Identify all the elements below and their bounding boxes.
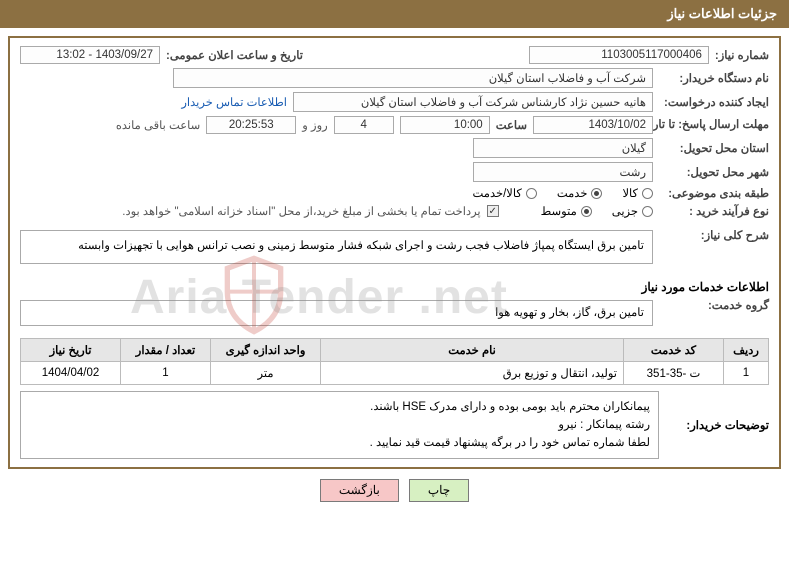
overview-box: تامین برق ایستگاه پمپاژ فاضلاب فجب رشت و…	[20, 230, 653, 264]
radio-service-label: خدمت	[557, 186, 588, 200]
row-need-number: شماره نیاز: 1103005117000406 تاریخ و ساع…	[20, 46, 769, 64]
province-label: استان محل تحویل:	[659, 141, 769, 155]
time-remaining-field: 20:25:53	[206, 116, 296, 134]
back-button[interactable]: بازگشت	[320, 479, 399, 502]
th-date: تاریخ نیاز	[21, 339, 121, 362]
payment-note: پرداخت تمام یا بخشی از مبلغ خرید،از محل …	[122, 204, 480, 218]
process-radio-group: جزیی متوسط	[541, 204, 653, 218]
remaining-suffix: ساعت باقی مانده	[116, 118, 200, 132]
cell-unit: متر	[211, 362, 321, 385]
radio-partial[interactable]: جزیی	[612, 204, 653, 218]
th-row: ردیف	[724, 339, 769, 362]
days-and-label: روز و	[302, 118, 327, 132]
row-requester: ایجاد کننده درخواست: هانیه حسین نژاد کار…	[20, 92, 769, 112]
radio-partial-label: جزیی	[612, 204, 638, 218]
category-radio-group: کالا خدمت کالا/خدمت	[473, 186, 654, 200]
buyer-contact-link[interactable]: اطلاعات تماس خریدار	[181, 95, 287, 109]
need-number-field: 1103005117000406	[529, 46, 709, 64]
deadline-date-field: 1403/10/02	[533, 116, 653, 134]
page-title: جزئیات اطلاعات نیاز	[667, 6, 777, 21]
table-header-row: ردیف کد خدمت نام خدمت واحد اندازه گیری ت…	[21, 339, 769, 362]
table-row: 1 ت -35-351 تولید، انتقال و توزیع برق مت…	[21, 362, 769, 385]
print-button[interactable]: چاپ	[409, 479, 469, 502]
service-group-box: تامین برق، گاز، بخار و تهویه هوا	[20, 300, 653, 326]
requester-label: ایجاد کننده درخواست:	[659, 95, 769, 109]
page-header: جزئیات اطلاعات نیاز	[0, 0, 789, 28]
cell-row: 1	[724, 362, 769, 385]
footer-buttons: چاپ بازگشت	[0, 479, 789, 502]
radio-goods-service-circle	[526, 188, 537, 199]
services-section-title: اطلاعات خدمات مورد نیاز	[20, 280, 769, 294]
announce-label: تاریخ و ساعت اعلان عمومی:	[166, 48, 303, 62]
category-label: طبقه بندی موضوعی:	[659, 186, 769, 200]
cell-date: 1404/04/02	[21, 362, 121, 385]
radio-goods[interactable]: کالا	[622, 186, 653, 200]
radio-partial-circle	[642, 206, 653, 217]
payment-checkbox[interactable]: ✓	[487, 205, 499, 217]
process-label: نوع فرآیند خرید :	[659, 204, 769, 218]
row-process: نوع فرآیند خرید : جزیی متوسط ✓ پرداخت تم…	[20, 204, 769, 218]
radio-medium-circle	[581, 206, 592, 217]
services-table: ردیف کد خدمت نام خدمت واحد اندازه گیری ت…	[20, 338, 769, 385]
content-frame: شماره نیاز: 1103005117000406 تاریخ و ساع…	[8, 36, 781, 469]
row-buyer-org: نام دستگاه خریدار: شرکت آب و فاضلاب استا…	[20, 68, 769, 88]
requester-field: هانیه حسین نژاد کارشناس شرکت آب و فاضلاب…	[293, 92, 653, 112]
overview-label: شرح کلی نیاز:	[659, 228, 769, 242]
buyer-notes-box: پیمانکاران محترم باید بومی بوده و دارای …	[20, 391, 659, 459]
announce-field: 1403/09/27 - 13:02	[20, 46, 160, 64]
th-code: کد خدمت	[624, 339, 724, 362]
row-overview: شرح کلی نیاز: تامین برق ایستگاه پمپاژ فا…	[20, 228, 769, 272]
days-remaining-field: 4	[334, 116, 394, 134]
need-number-label: شماره نیاز:	[715, 48, 769, 62]
row-province: استان محل تحویل: گیلان	[20, 138, 769, 158]
radio-goods-service-label: کالا/خدمت	[473, 186, 522, 200]
deadline-label: مهلت ارسال پاسخ: تا تاریخ:	[659, 118, 769, 132]
radio-goods-service[interactable]: کالا/خدمت	[473, 186, 537, 200]
th-qty: تعداد / مقدار	[121, 339, 211, 362]
buyer-org-label: نام دستگاه خریدار:	[659, 71, 769, 85]
cell-name: تولید، انتقال و توزیع برق	[321, 362, 624, 385]
service-group-label: گروه خدمت:	[659, 298, 769, 312]
buyer-notes-line3: لطفا شماره تماس خود را در برگه پیشنهاد ق…	[29, 434, 650, 452]
buyer-notes-line2: رشته پیمانکار : نیرو	[29, 416, 650, 434]
row-city: شهر محل تحویل: رشت	[20, 162, 769, 182]
radio-medium-label: متوسط	[541, 204, 577, 218]
buyer-notes-line1: پیمانکاران محترم باید بومی بوده و دارای …	[29, 398, 650, 416]
cell-qty: 1	[121, 362, 211, 385]
radio-medium[interactable]: متوسط	[541, 204, 592, 218]
row-deadline: مهلت ارسال پاسخ: تا تاریخ: 1403/10/02 سا…	[20, 116, 769, 134]
row-service-group: گروه خدمت: تامین برق، گاز، بخار و تهویه …	[20, 298, 769, 334]
radio-service[interactable]: خدمت	[557, 186, 603, 200]
city-field: رشت	[473, 162, 653, 182]
buyer-notes-section: توضیحات خریدار: پیمانکاران محترم باید بو…	[20, 391, 769, 459]
th-name: نام خدمت	[321, 339, 624, 362]
city-label: شهر محل تحویل:	[659, 165, 769, 179]
radio-service-circle	[591, 188, 602, 199]
buyer-org-field: شرکت آب و فاضلاب استان گیلان	[173, 68, 653, 88]
row-category: طبقه بندی موضوعی: کالا خدمت کالا/خدمت	[20, 186, 769, 200]
radio-goods-label: کالا	[622, 186, 638, 200]
province-field: گیلان	[473, 138, 653, 158]
deadline-time-field: 10:00	[400, 116, 490, 134]
time-label: ساعت	[496, 118, 527, 132]
radio-goods-circle	[642, 188, 653, 199]
cell-code: ت -35-351	[624, 362, 724, 385]
th-unit: واحد اندازه گیری	[211, 339, 321, 362]
buyer-notes-label: توضیحات خریدار:	[659, 391, 769, 459]
